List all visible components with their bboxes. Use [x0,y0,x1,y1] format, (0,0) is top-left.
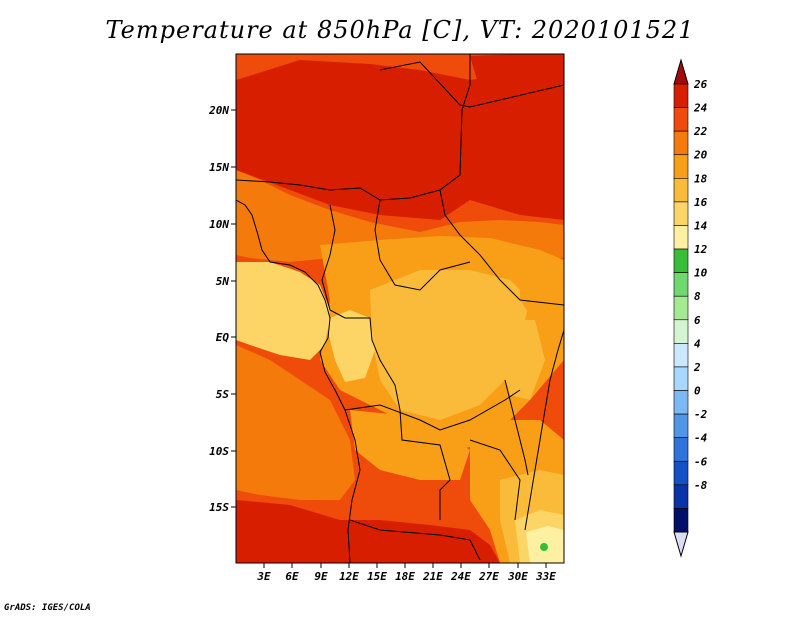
x-tick-label: 21E [422,570,443,583]
field-south-hot [236,500,500,563]
colorbar-bottom-arrow [673,531,689,558]
y-tick-label: 5S [216,388,230,401]
colorbar-swatch [673,343,689,368]
y-axis: 20N 15N 10N 5N EQ 5S 10S 15S [208,104,236,514]
colorbar-label: 10 [694,267,708,280]
border-central [374,199,471,291]
field-congo [370,270,530,420]
colorbar-label: -2 [694,408,708,421]
field-lake-region-cool [500,320,545,400]
colorbar-label: 4 [694,337,701,350]
x-tick-label: 30E [507,570,528,583]
country-borders [236,54,564,563]
x-tick-label: 33E [535,570,556,583]
field-north-hot [236,60,564,220]
colorbar-label: -8 [694,479,708,492]
colorbar-label: 20 [693,149,708,162]
colorbar-label: 12 [694,243,708,256]
coastline-east-africa [524,329,564,531]
border-libya-chad [379,61,564,108]
colorbar-label: 0 [694,385,701,398]
y-tick-label: EQ [216,331,230,344]
colorbar-swatch [673,272,689,297]
y-tick-label: 10N [209,218,229,231]
field-ne-hot [470,54,564,110]
x-tick-label: 9E [314,570,328,583]
y-tick-label: 5N [216,275,230,288]
colorbar-swatch [673,130,689,156]
colorbar-label: 14 [694,219,708,232]
field-gulf-cool [236,262,330,360]
colorbar-label: 2 [693,361,701,374]
credit-label: GrADS: IGES/COLA [4,603,91,613]
colorbar-swatch [673,201,689,226]
coastline-west-africa [236,199,361,563]
colorbar-swatch [673,107,689,132]
map-title: Temperature at 850hPa [C], VT: 202010152… [105,16,695,44]
colorbar-swatch [673,178,689,203]
field-gabon-cool [325,310,375,382]
map-frame [235,53,565,564]
colorbar-swatch [673,484,689,509]
border-zambia-east [469,439,521,521]
colorbar-top-arrow [673,58,689,85]
field-southwest-ocean [236,345,355,500]
y-tick-label: 15S [209,501,229,514]
colorbar-swatch [673,319,689,344]
colorbar-swatch [673,460,689,486]
border-drc-angola [344,389,521,431]
field-green-spot [540,543,548,551]
field-angola [350,410,470,480]
x-tick-label: 12E [339,570,359,583]
colorbar-swatch [673,154,689,179]
colorbar-label: 24 [693,102,708,115]
y-tick-label: 20N [208,104,229,117]
x-tick-label: 6E [285,570,299,583]
colorbar-label: -4 [694,432,708,445]
y-tick-label: 10S [209,445,229,458]
colorbar-label: 6 [694,314,701,327]
colorbar-swatch [673,437,689,462]
x-tick-label: 27E [478,570,499,583]
temperature-field [236,54,564,563]
field-kalahari [350,480,480,530]
lake-tanganyika [504,379,521,441]
colorbar-swatch [673,225,689,250]
lake-malawi [519,439,529,476]
colorbar-swatch [673,413,689,438]
colorbar-label: 18 [694,172,708,185]
border-chad-sudan [439,189,564,306]
colorbar-swatch [673,295,689,321]
x-tick-label: 18E [395,570,415,583]
colorbar-label: 16 [694,196,708,209]
colorbar-label: 22 [693,125,708,138]
x-axis: 3E 6E 9E 12E 15E 18E 21E 24E 27E 30E 33E [256,563,556,583]
colorbar-swatch [673,366,689,391]
colorbar-swatch [673,390,689,415]
colorbar-swatch [673,248,689,273]
x-tick-label: 3E [256,570,271,583]
border-nigeria-cameroon [321,204,401,411]
colorbar-swatch [673,83,689,108]
x-tick-label: 24E [450,570,471,583]
x-tick-label: 15E [367,570,387,583]
colorbar-swatch [673,508,689,533]
border-namibia [349,519,481,561]
colorbar-label: -6 [694,455,708,468]
colorbar-label: 26 [693,78,708,91]
y-tick-label: 15N [209,161,229,174]
colorbar-label: 8 [694,290,701,303]
border-angola-zambia [399,409,451,520]
field-east-africa [520,256,564,330]
